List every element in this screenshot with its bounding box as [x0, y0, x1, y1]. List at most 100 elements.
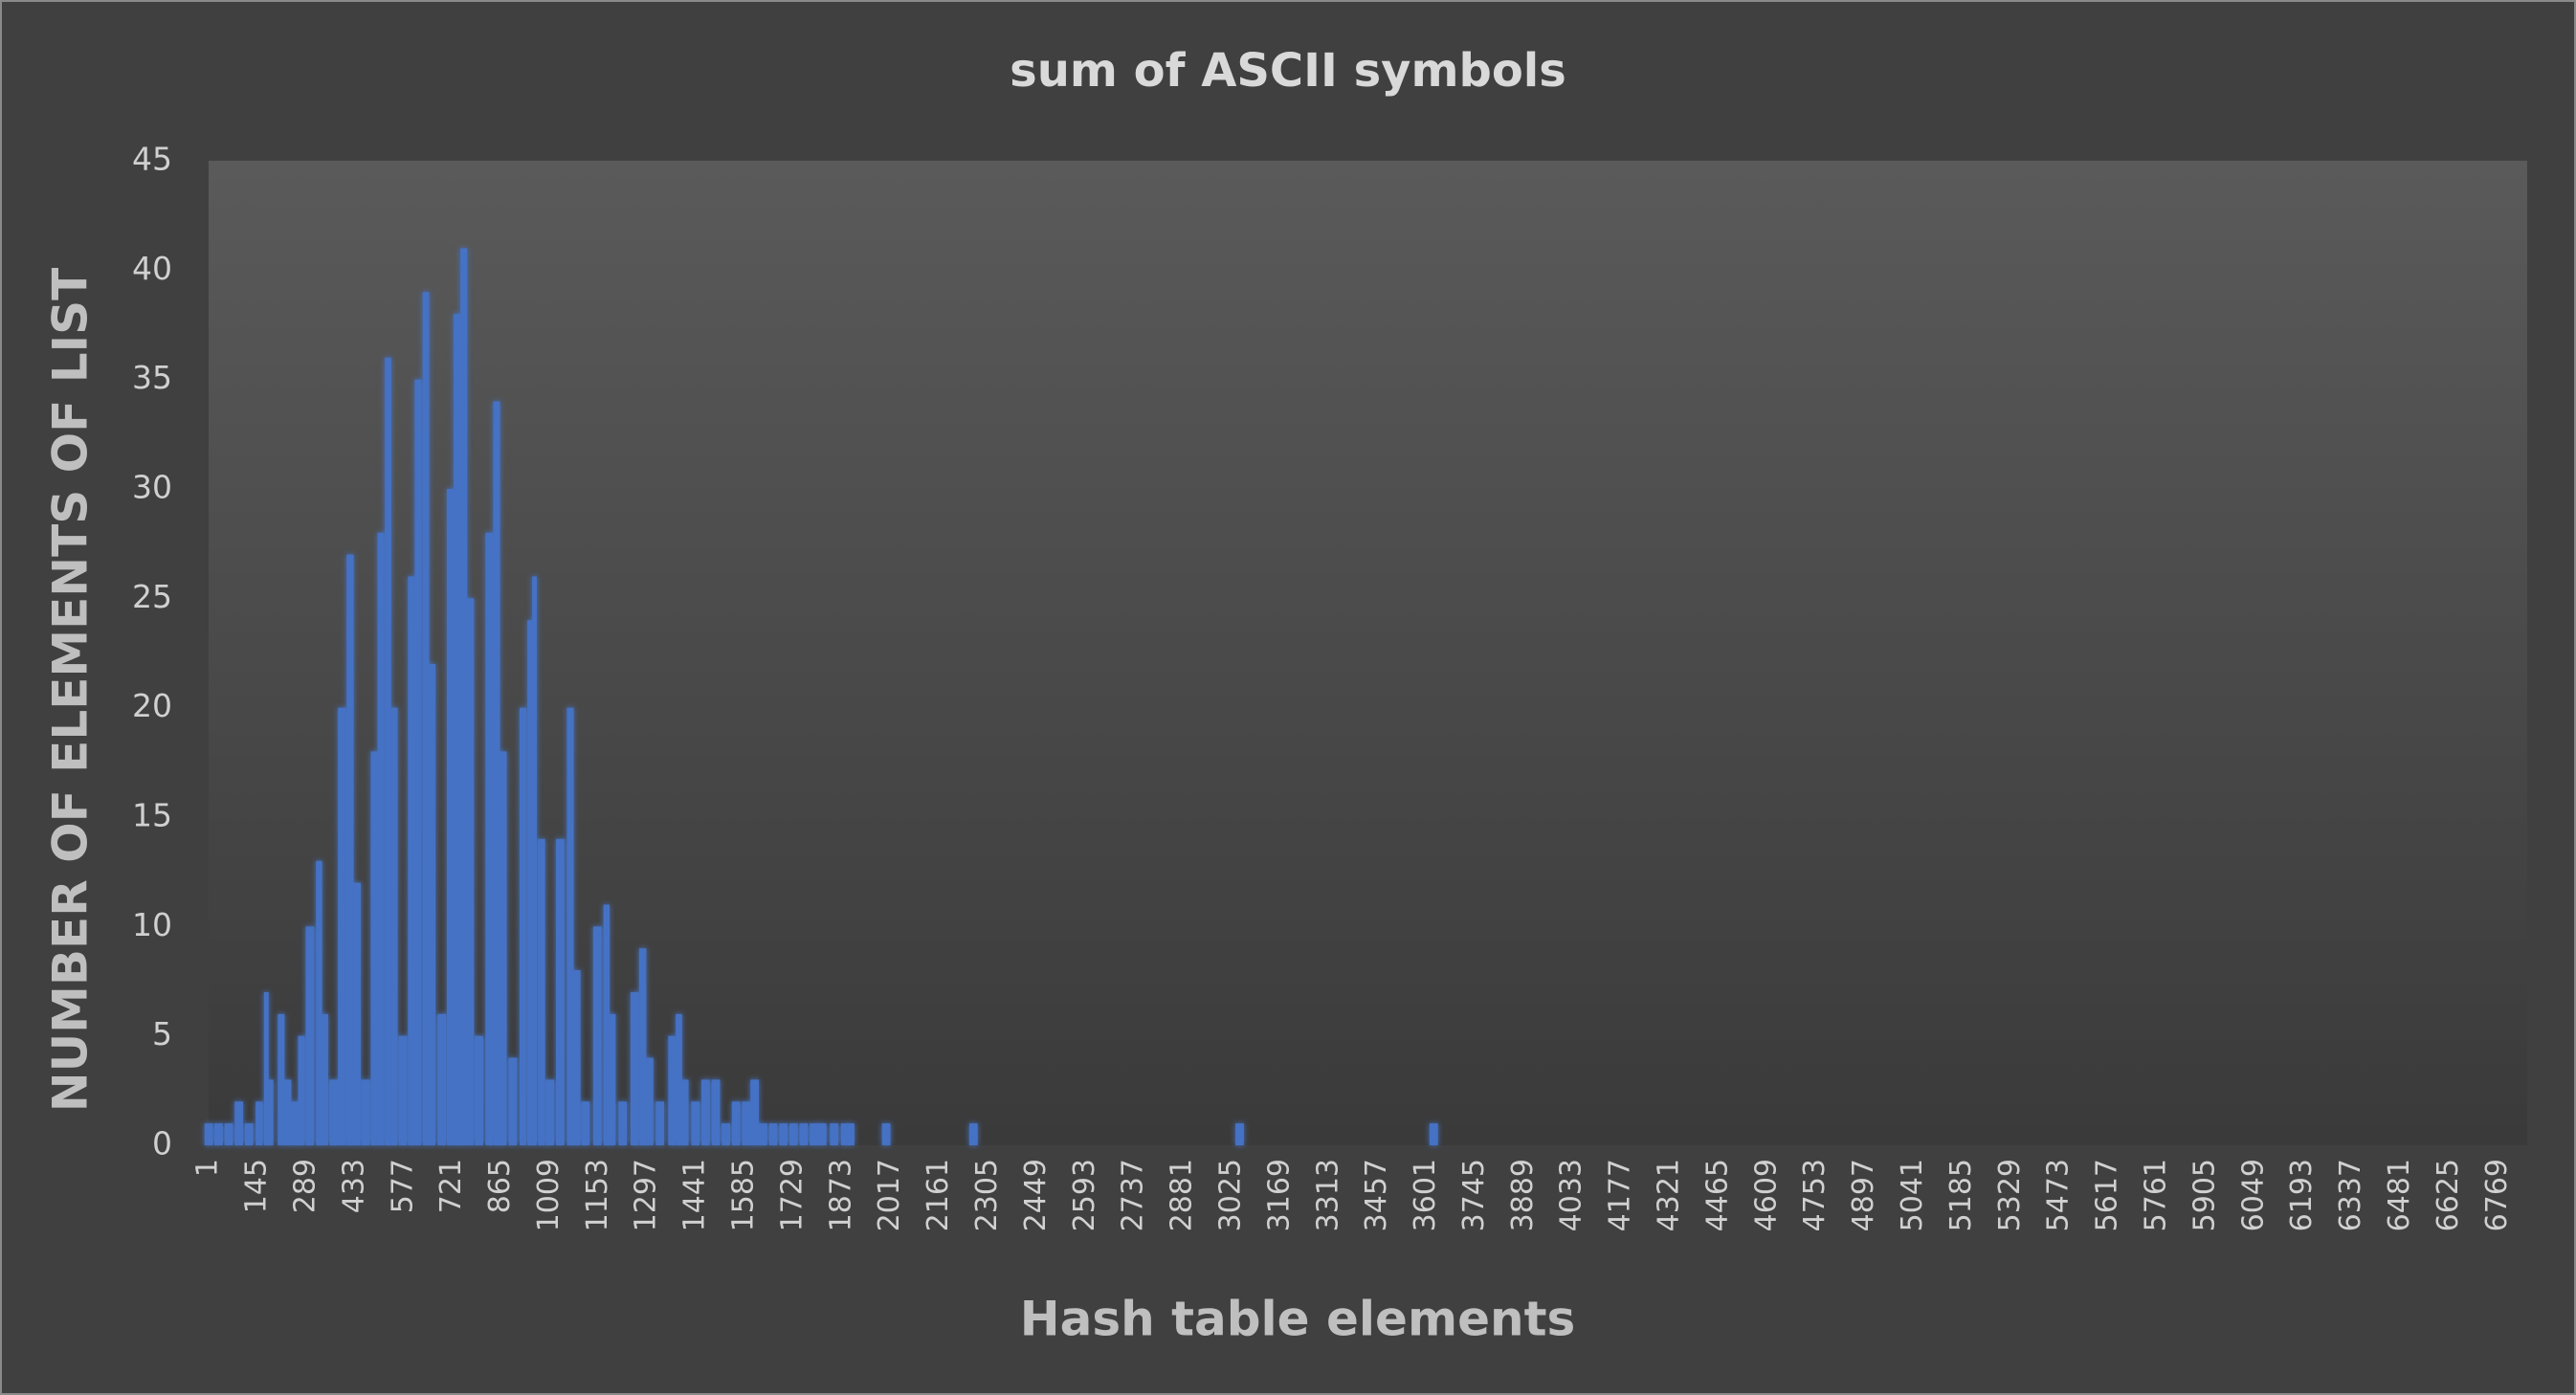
x-tick-label: 5329	[1993, 1159, 2027, 1231]
bar	[493, 401, 500, 1145]
bar	[467, 598, 475, 1145]
x-tick-label: 6049	[2236, 1159, 2270, 1231]
bar	[244, 1123, 254, 1145]
x-tick-label: 5761	[2139, 1159, 2172, 1231]
x-tick-label: 2305	[970, 1159, 1004, 1231]
x-tick-label: 1297	[630, 1159, 663, 1231]
bar	[437, 1013, 447, 1145]
y-tick-label: 10	[132, 906, 172, 943]
bar	[398, 1035, 408, 1145]
bar	[361, 1079, 370, 1145]
bar	[255, 1101, 263, 1145]
bar	[338, 707, 346, 1145]
x-tick-label: 4609	[1749, 1159, 1783, 1231]
y-tick-label: 35	[132, 359, 172, 396]
bar	[485, 532, 494, 1145]
bar	[788, 1123, 798, 1145]
bar	[555, 838, 565, 1145]
x-tick-label: 2593	[1068, 1159, 1101, 1231]
bar	[475, 1035, 483, 1145]
bar	[298, 1035, 305, 1145]
bar	[460, 248, 468, 1145]
bar	[284, 1079, 292, 1145]
bar	[414, 379, 422, 1146]
y-tick-label: 0	[152, 1125, 172, 1162]
x-tick-label: 3169	[1262, 1159, 1296, 1231]
x-tick-label: 3025	[1213, 1159, 1247, 1231]
bar	[408, 576, 415, 1145]
bar	[291, 1101, 299, 1145]
bar	[779, 1123, 788, 1145]
x-tick-label: 865	[483, 1159, 517, 1213]
bar	[646, 1057, 654, 1145]
x-tick-label: 721	[434, 1159, 468, 1213]
bar	[668, 1035, 676, 1145]
x-tick-label: 2161	[922, 1159, 955, 1231]
bar	[691, 1101, 700, 1145]
bar	[722, 1123, 731, 1145]
x-tick-label: 6193	[2285, 1159, 2319, 1231]
bar	[655, 1101, 665, 1145]
y-tick-label: 15	[132, 797, 172, 834]
x-tick-label: 1009	[532, 1159, 566, 1231]
x-tick-label: 5473	[2042, 1159, 2076, 1231]
chart-title: sum of ASCII symbols	[1010, 44, 1566, 98]
bar	[610, 1013, 616, 1145]
x-tick-label: 289	[288, 1159, 322, 1213]
bar	[603, 904, 611, 1145]
bar	[592, 926, 602, 1145]
bar	[278, 1013, 285, 1145]
bar	[700, 1079, 710, 1145]
x-tick-label: 2449	[1019, 1159, 1053, 1231]
bar	[573, 970, 581, 1145]
x-tick-label: 2881	[1166, 1159, 1199, 1231]
x-tick-label: 6769	[2480, 1159, 2514, 1231]
bar	[768, 1123, 778, 1145]
x-tick-label: 5617	[2091, 1159, 2124, 1231]
bar	[968, 1123, 978, 1145]
bar	[681, 1079, 689, 1145]
x-tick-label: 2017	[873, 1159, 906, 1231]
x-tick-label: 4465	[1700, 1159, 1734, 1231]
x-tick-label: 6337	[2334, 1159, 2367, 1231]
bar	[545, 1079, 555, 1145]
bar	[268, 1079, 274, 1145]
bar	[446, 489, 455, 1145]
x-axis-title: Hash table elements	[1020, 1292, 1575, 1347]
bar	[638, 948, 647, 1145]
bar	[329, 1079, 339, 1145]
y-tick-label: 30	[132, 469, 172, 506]
bar	[519, 707, 527, 1145]
bars	[204, 248, 1438, 1146]
x-tick-label: 1	[191, 1159, 225, 1177]
bar	[322, 1013, 328, 1145]
y-axis-title: NUMBER OF ELEMENTS OF LIST	[43, 268, 99, 1113]
bar	[759, 1123, 767, 1145]
x-tick-label: 1873	[824, 1159, 857, 1231]
y-tick-label: 20	[132, 687, 172, 724]
bar	[566, 707, 574, 1145]
x-tick-label: 3889	[1506, 1159, 1540, 1231]
bar	[538, 838, 545, 1145]
x-tick-label: 577	[386, 1159, 419, 1213]
bar	[454, 314, 461, 1146]
bar	[881, 1123, 891, 1145]
bar	[810, 1123, 818, 1145]
x-tick-label: 4321	[1653, 1159, 1686, 1231]
y-tick-label: 40	[132, 250, 172, 287]
bar	[422, 292, 430, 1145]
x-tick-label: 6625	[2432, 1159, 2465, 1231]
bar	[799, 1123, 809, 1145]
bar	[840, 1123, 848, 1145]
bar	[1429, 1123, 1438, 1145]
bar	[847, 1123, 855, 1145]
bar	[429, 663, 436, 1145]
x-tick-label: 2737	[1117, 1159, 1150, 1231]
bar	[305, 926, 315, 1145]
bar	[711, 1079, 721, 1145]
x-tick-label: 3313	[1311, 1159, 1344, 1231]
bar	[385, 357, 391, 1145]
bar	[830, 1123, 839, 1145]
x-tick-label: 4897	[1847, 1159, 1880, 1231]
